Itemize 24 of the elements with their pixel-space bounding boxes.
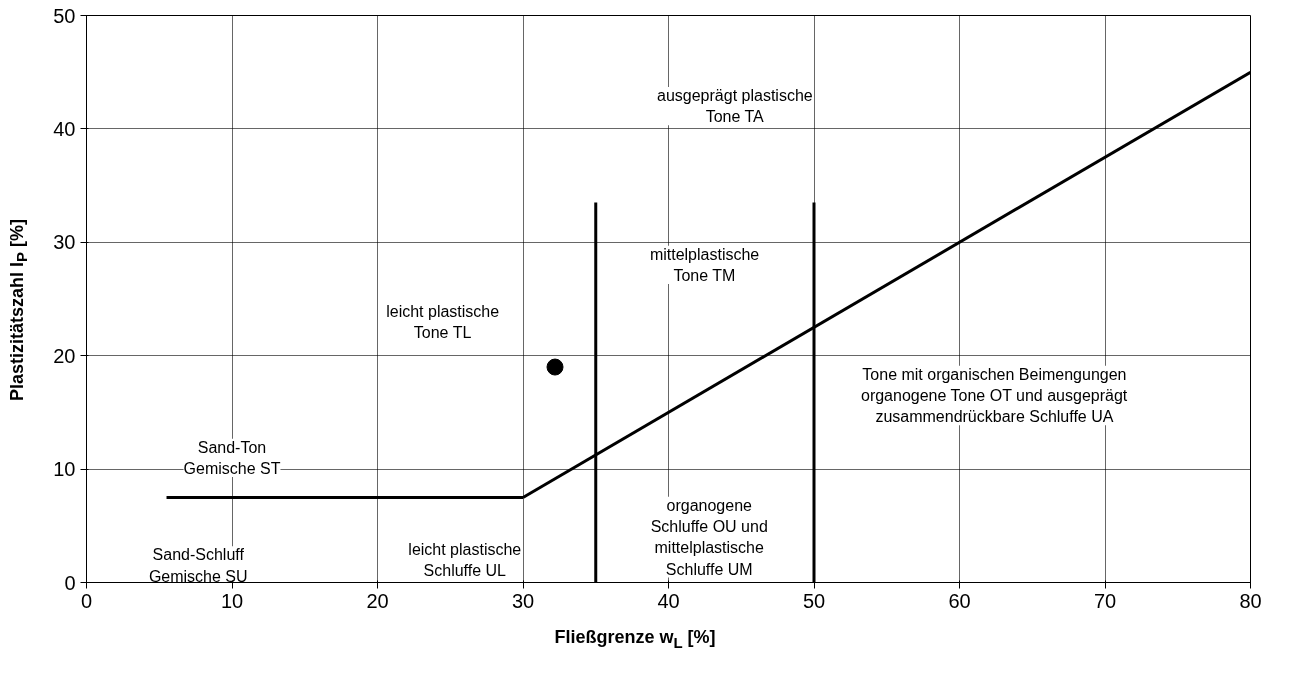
x-tick-label: 80 [1239,589,1262,612]
x-tick-label: 10 [220,589,244,612]
x-tick-label: 0 [80,589,93,612]
x-tick-label: 30 [511,589,535,612]
x-tick-label: 60 [948,589,971,612]
annotation: organogene Schluffe OU und mittelplastische Schluffe UM [650,496,768,578]
annotation: Sand-Schluff Gemische SU [148,546,248,585]
annotation: leicht plastische Schluffe UL [408,540,522,579]
x-axis-title: Fließgrenze w$_{L}$ [%] [554,626,716,653]
x-tick-label: 70 [1093,589,1117,612]
y-tick-label: 50 [53,4,76,27]
annotation: Sand-Ton Gemische ST [183,438,281,477]
annotation: Tone mit organischen Beimengungen organogene Tone OT und ausgeprägt zusammendrückbare Schluffe UA [860,365,1128,426]
annotation: mittelplastische Tone TM [649,245,760,285]
annotation: ausgeprägt plastische Tone TA [657,87,813,126]
x-tick-label: 20 [366,589,389,612]
x-tick-label: 50 [802,589,826,612]
y-tick-label: 40 [53,117,76,140]
y-tick-label: 30 [53,231,76,254]
x-tick-label: 40 [657,589,680,612]
y-tick-label: 10 [53,458,76,481]
y-tick-label: 0 [64,571,76,594]
y-tick-label: 20 [53,344,76,367]
annotation: leicht plastische Tone TL [386,302,500,341]
